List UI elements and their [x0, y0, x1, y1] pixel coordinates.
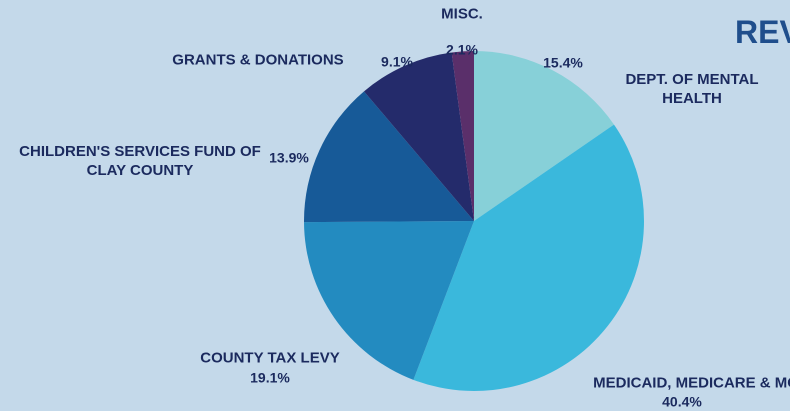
- value-label: 15.4%: [543, 54, 583, 71]
- value-label: 2.1%: [446, 41, 478, 58]
- value-label: 40.4%: [662, 393, 702, 410]
- value-label: 19.1%: [250, 369, 290, 386]
- pie-slice: [304, 221, 474, 380]
- pie-slice: [413, 124, 644, 391]
- value-label: 13.9%: [269, 149, 309, 166]
- category-label: MEDICAID, MEDICARE & MC+: [593, 374, 790, 392]
- pie-slice: [474, 51, 615, 221]
- category-label: DEPT. OF MENTAL HEALTH: [625, 71, 759, 107]
- pie-slice: [303, 91, 474, 223]
- value-label: 9.1%: [381, 53, 413, 70]
- category-label: COUNTY TAX LEVY: [200, 349, 340, 367]
- chart-title: REV: [735, 14, 790, 50]
- category-label: GRANTS & DONATIONS: [172, 51, 344, 69]
- pie-slice: [364, 52, 474, 221]
- category-label: CHILDREN'S SERVICES FUND OF CLAY COUNTY: [19, 143, 261, 179]
- pie-slice: [451, 51, 474, 221]
- category-label: MISC.: [441, 5, 483, 23]
